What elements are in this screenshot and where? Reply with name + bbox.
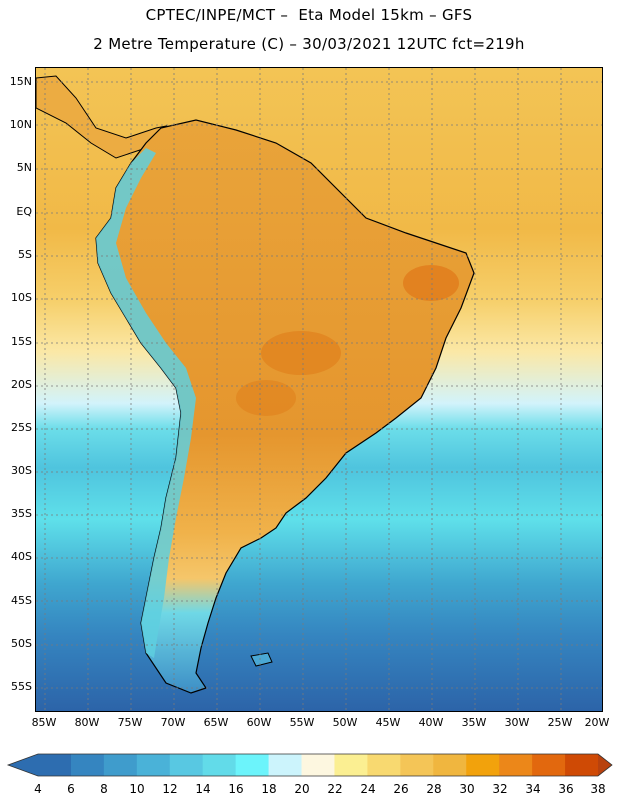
- lat-label: 5N: [16, 161, 32, 174]
- colorbar-swatch: [136, 754, 171, 776]
- lon-label: 80W: [74, 716, 100, 729]
- colorbar-swatch: [268, 754, 303, 776]
- andes-cold-zone: [96, 148, 196, 658]
- lon-label: 30W: [504, 716, 530, 729]
- colorbar-label: 28: [426, 782, 442, 796]
- hotspot-south-central: [236, 380, 296, 416]
- lon-label: 25W: [547, 716, 573, 729]
- lon-label: 75W: [117, 716, 143, 729]
- colorbar-label: 24: [360, 782, 376, 796]
- colorbar-label: 10: [129, 782, 145, 796]
- colorbar-swatch: [565, 754, 599, 776]
- lat-label: 40S: [11, 550, 32, 563]
- colorbar-swatch: [532, 754, 566, 776]
- colorbar-low-arrow: [8, 754, 38, 776]
- lon-label: 60W: [246, 716, 272, 729]
- colorbar-swatch: [433, 754, 467, 776]
- colorbar-high-arrow: [598, 754, 612, 776]
- lat-label: 20S: [11, 378, 32, 391]
- lat-label: 25S: [11, 421, 32, 434]
- central-america-land: [36, 75, 168, 159]
- lat-label: 45S: [11, 594, 32, 607]
- lat-label: EQ: [16, 205, 32, 218]
- colorbar-swatch: [202, 754, 237, 776]
- title-line-2: 2 Metre Temperature (C) – 30/03/2021 12U…: [93, 35, 525, 53]
- lon-label: 45W: [375, 716, 401, 729]
- colorbar-label: 22: [327, 782, 343, 796]
- lat-label: 50S: [11, 637, 32, 650]
- lat-label: 5S: [18, 248, 32, 261]
- colorbar-label: 8: [100, 782, 108, 796]
- colorbar-swatch: [466, 754, 500, 776]
- hotspot-northeast-brazil: [403, 265, 459, 301]
- lat-label: 55S: [11, 680, 32, 693]
- map-canvas: [36, 68, 602, 711]
- colorbar-label: 38: [590, 782, 606, 796]
- lon-label: 40W: [418, 716, 444, 729]
- lat-label: 35S: [11, 507, 32, 520]
- temperature-colorbar: [0, 748, 618, 800]
- colorbar-swatch: [301, 754, 335, 776]
- colorbar-swatch: [499, 754, 533, 776]
- lon-label: 20W: [584, 716, 610, 729]
- lon-label: 85W: [31, 716, 57, 729]
- lon-label: 35W: [461, 716, 487, 729]
- colorbar-label: 4: [34, 782, 42, 796]
- lat-label: 10N: [9, 118, 32, 131]
- lon-label: 65W: [203, 716, 229, 729]
- colorbar-swatch: [334, 754, 368, 776]
- colorbar-label: 36: [558, 782, 574, 796]
- hotspot-central-brazil: [261, 331, 341, 375]
- colorbar-label: 16: [228, 782, 244, 796]
- colorbar-label: 34: [525, 782, 541, 796]
- lat-label: 10S: [11, 291, 32, 304]
- lon-label: 50W: [332, 716, 358, 729]
- colorbar-swatch: [400, 754, 434, 776]
- lat-label: 30S: [11, 464, 32, 477]
- colorbar-swatch: [169, 754, 204, 776]
- colorbar-swatches: [6, 753, 613, 777]
- colorbar-label: 14: [195, 782, 211, 796]
- colorbar-label: 18: [261, 782, 277, 796]
- colorbar-label: 26: [393, 782, 409, 796]
- title-line-1: CPTEC/INPE/MCT – Eta Model 15km – GFS: [145, 6, 473, 24]
- colorbar-swatch: [70, 754, 105, 776]
- falkland-islands: [250, 652, 273, 667]
- lon-label: 70W: [160, 716, 186, 729]
- colorbar-swatch: [38, 754, 72, 776]
- colorbar-swatch: [103, 754, 138, 776]
- colorbar-label: 20: [294, 782, 310, 796]
- lat-label: 15N: [9, 75, 32, 88]
- lat-label: 15S: [11, 335, 32, 348]
- colorbar-label: 30: [459, 782, 475, 796]
- colorbar-label: 32: [492, 782, 508, 796]
- colorbar-swatch: [235, 754, 270, 776]
- colorbar-label: 6: [67, 782, 75, 796]
- colorbar-outline: [6, 753, 613, 777]
- colorbar-label: 12: [162, 782, 178, 796]
- lon-label: 55W: [289, 716, 315, 729]
- colorbar-swatch: [367, 754, 401, 776]
- temperature-map: [35, 67, 603, 712]
